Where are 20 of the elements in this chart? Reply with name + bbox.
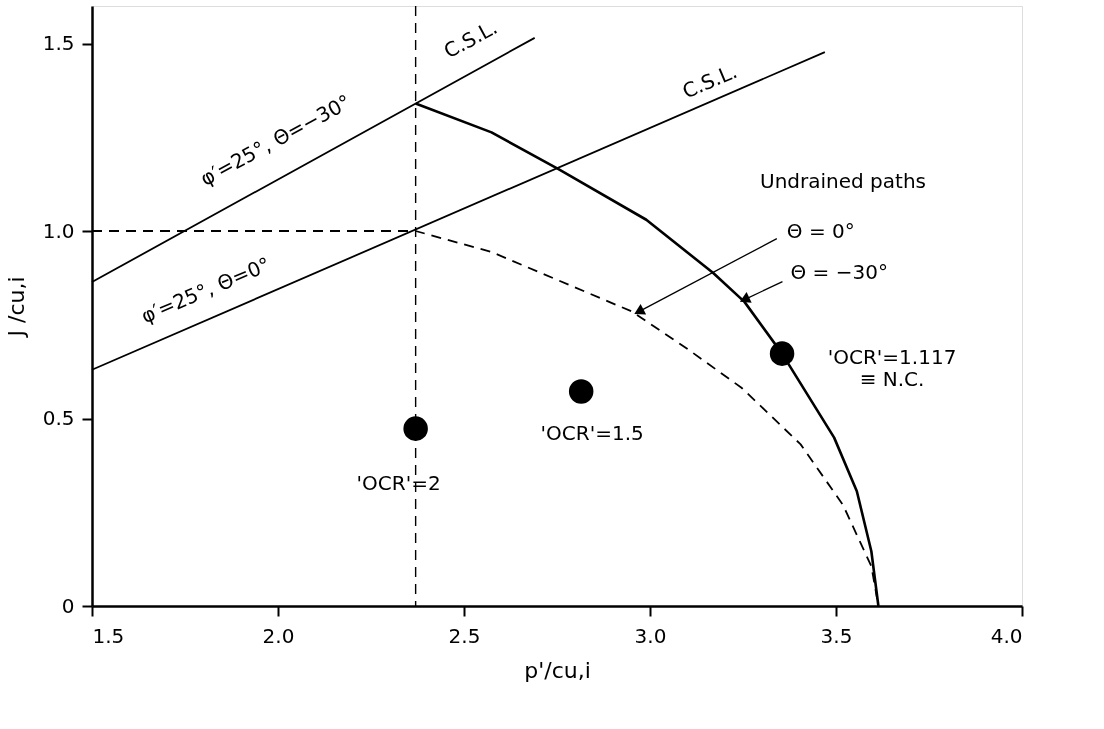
- annotation: 'OCR'=2: [356, 470, 441, 495]
- y-tick-label: 1.0: [42, 218, 75, 243]
- annotation: C.S.L.: [678, 58, 741, 104]
- annotation: Undrained paths: [760, 169, 926, 193]
- x-tick-label: 2.0: [262, 623, 295, 648]
- y-tick-label: 0.5: [42, 406, 75, 430]
- annotation: Θ = −30°: [790, 259, 888, 284]
- x-tick-label: 1.5: [92, 623, 125, 648]
- annotation: 'OCR'=1.5: [540, 420, 644, 445]
- y-tick-label: 1.5: [42, 31, 75, 55]
- x-tick-label: 3.5: [820, 623, 853, 648]
- x-axis-title: p'/cu,i: [524, 657, 591, 683]
- y-tick-label: 0: [61, 593, 75, 618]
- annotation: C.S.L.: [439, 15, 502, 64]
- x-tick-label: 3.0: [634, 623, 667, 648]
- annotation: 'OCR'=1.117 ≡ N.C.: [827, 344, 957, 391]
- annotation: Θ = 0°: [786, 218, 855, 243]
- y-axis-title: J /cu,i: [3, 276, 29, 339]
- x-tick-label: 4.0: [990, 623, 1023, 648]
- x-tick-label: 2.5: [448, 623, 481, 648]
